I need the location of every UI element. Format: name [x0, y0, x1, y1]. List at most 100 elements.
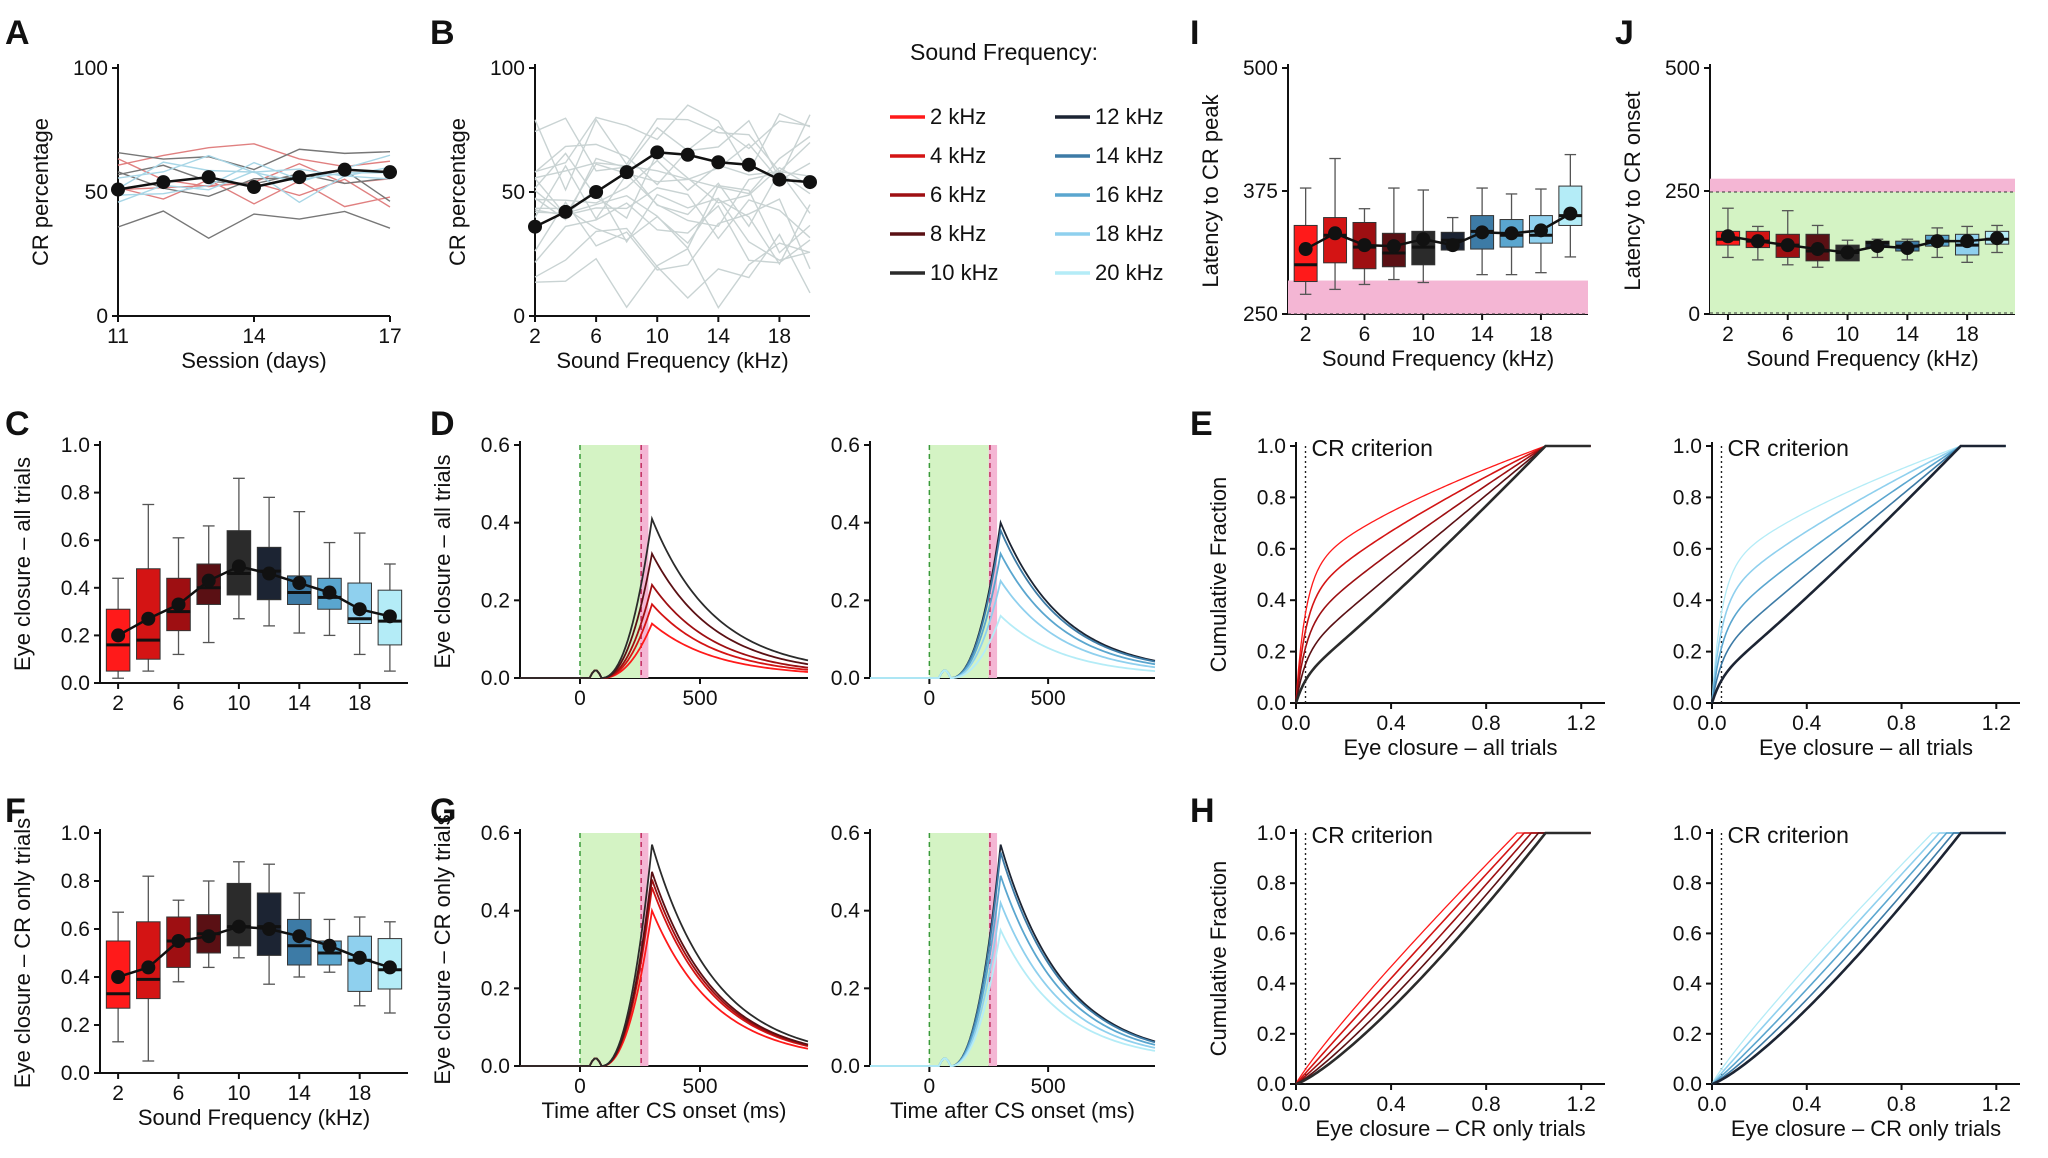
y-tick-label: 0.2: [831, 977, 860, 1000]
mean-point: [772, 172, 787, 187]
mean-point: [171, 934, 186, 948]
x-tick-label: 18: [1955, 323, 1978, 346]
mean-line: [1727, 235, 1998, 254]
mean-line: [1305, 212, 1571, 251]
x-tick-label: 0.8: [1472, 1093, 1501, 1116]
mean-point: [292, 929, 307, 944]
trace-6khz: [520, 879, 809, 1067]
x-tick-label: 2: [1300, 323, 1312, 346]
y-tick-label: 0.0: [61, 672, 90, 695]
y-tick-label: 0.4: [1257, 973, 1287, 996]
x-tick-label: 0: [924, 687, 936, 710]
x-tick-label: 0.0: [1697, 712, 1726, 735]
mean-point: [383, 165, 397, 180]
individual-line: [534, 184, 811, 254]
mean-point: [231, 919, 246, 934]
legend-label: 18 kHz: [1095, 221, 1163, 246]
mean-point: [1563, 206, 1578, 221]
mean-line: [117, 925, 391, 979]
trace-14khz: [870, 527, 1156, 679]
us-window-band: [1710, 178, 2015, 192]
x-tick-label: 2: [112, 1082, 124, 1105]
x-tick-label: 0.4: [1376, 712, 1406, 735]
box-14khz: [287, 510, 312, 634]
y-axis-label: Eye closure – CR only trials: [430, 814, 455, 1084]
y-axis-label: Cumulative Fraction: [1206, 477, 1231, 673]
x-tick-label: 0: [574, 687, 586, 710]
x-tick-label: 11: [107, 325, 129, 348]
x-axis-label: Sound Frequency (kHz): [556, 348, 788, 373]
y-tick-label: 0.4: [481, 512, 511, 535]
box-10khz: [226, 861, 252, 959]
x-tick-label: 500: [682, 687, 717, 710]
individual-line: [534, 164, 811, 228]
cdf-curve: [1295, 445, 1591, 704]
x-tick-label: 0.0: [1697, 1093, 1726, 1116]
x-tick-label: 10: [227, 1082, 250, 1105]
y-tick-label: 0.4: [831, 512, 861, 535]
x-tick-label: 1.2: [1982, 1093, 2011, 1116]
cdf-curve: [1295, 832, 1591, 1085]
mean-point: [589, 185, 604, 199]
legend-label: 20 kHz: [1095, 260, 1163, 285]
y-tick-label: 0.4: [1257, 589, 1287, 612]
x-tick-label: 10: [227, 692, 250, 715]
panel-label: I: [1190, 14, 1199, 52]
box-8khz: [196, 880, 221, 969]
cdf-curve: [1711, 445, 2006, 704]
mean-point: [1840, 245, 1855, 260]
cdf-curve: [1295, 832, 1591, 1085]
y-axis-label: Latency to CR onset: [1620, 91, 1645, 290]
x-tick-label: 14: [288, 1082, 312, 1105]
x-tick-label: 0.4: [1376, 1093, 1406, 1116]
mean-point: [352, 950, 367, 965]
y-tick-label: 0: [513, 305, 525, 328]
individual-line: [117, 148, 391, 171]
mean-point: [292, 576, 307, 591]
y-tick-label: 0.8: [1257, 486, 1286, 509]
mean-point: [558, 204, 573, 219]
cdf-curve: [1711, 445, 2006, 704]
y-tick-label: 0.6: [1673, 922, 1702, 945]
y-axis-label: Latency to CR peak: [1198, 93, 1223, 287]
y-tick-label: 0.0: [481, 667, 510, 690]
cdf-curve: [1295, 445, 1591, 704]
y-tick-label: 0.6: [61, 918, 90, 941]
trace-18khz: [870, 899, 1156, 1067]
panel-c: 0.0 0.2 0.4 0.6 0.8 1.0 2 6 10 14 18 Eye closure – …: [5, 405, 408, 715]
y-tick-label: 0: [96, 305, 108, 328]
x-tick-label: 500: [682, 1075, 717, 1098]
y-tick-label: 0.4: [481, 900, 511, 923]
mean-point: [711, 155, 726, 170]
mean-line: [117, 565, 391, 637]
mean-point: [171, 597, 186, 612]
y-tick-label: 0.0: [1673, 1073, 1702, 1096]
panel-e2: 0.0 0.2 0.4 0.6 0.8 1.0 0.0 0.4 0.8 1.2 Eye closur…: [1673, 435, 2020, 760]
cdf-curve: [1711, 832, 2006, 1085]
cdf-curve: [1711, 445, 2006, 704]
x-axis-label: Time after CS onset (ms): [542, 1098, 787, 1123]
trace-20khz: [870, 927, 1156, 1067]
x-tick-label: 14: [1470, 323, 1494, 346]
x-tick-label: 14: [1896, 323, 1920, 346]
individual-line: [534, 151, 811, 220]
x-tick-label: 6: [1782, 323, 1794, 346]
mean-point: [1504, 226, 1519, 241]
individual-line: [534, 242, 811, 309]
individual-line: [534, 143, 811, 217]
y-axis-label: Eye closure – all trials: [430, 455, 455, 669]
x-tick-label: 0.8: [1887, 712, 1916, 735]
x-tick-label: 18: [1529, 323, 1552, 346]
y-axis-label: Eye closure – all trials: [10, 457, 35, 671]
y-tick-label: 1.0: [61, 822, 90, 845]
cdf-curve: [1711, 832, 2006, 1085]
mean-point: [262, 922, 277, 936]
y-tick-label: 0.0: [1257, 1073, 1286, 1096]
x-tick-label: 18: [348, 692, 371, 715]
panel-d1: 0.0 0.2 0.4 0.6 0 500 Eye closure – all trials…: [430, 405, 809, 710]
y-tick-label: 0.6: [1257, 538, 1286, 561]
y-tick-label: 50: [85, 181, 108, 204]
